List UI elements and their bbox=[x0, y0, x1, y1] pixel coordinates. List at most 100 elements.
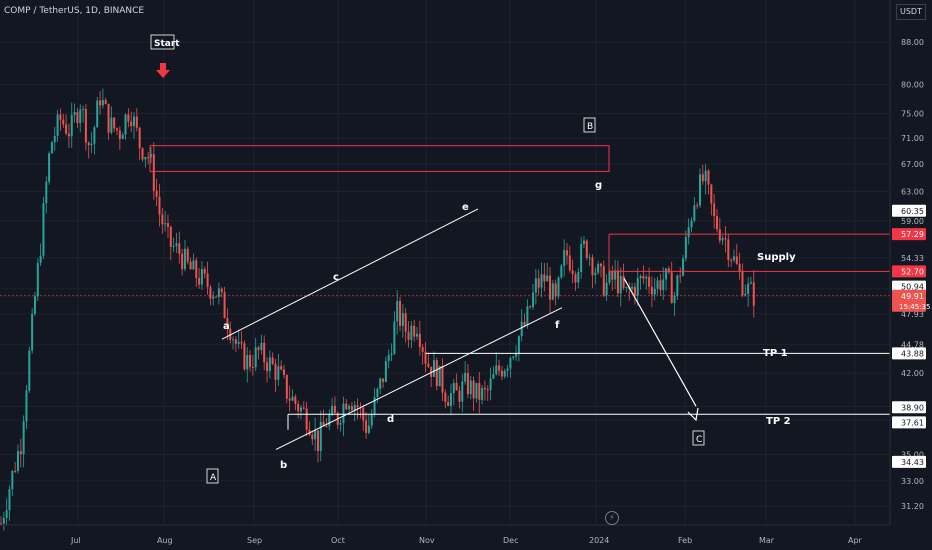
candle-body bbox=[186, 248, 189, 262]
wave-box-A bbox=[206, 468, 219, 484]
candle-body bbox=[718, 229, 721, 241]
candle-body bbox=[413, 325, 416, 337]
candle-body bbox=[667, 268, 670, 273]
candle-body bbox=[14, 470, 17, 472]
candle-body bbox=[492, 374, 495, 379]
candle-body bbox=[495, 365, 498, 375]
candle-body bbox=[169, 226, 172, 248]
resistance-zone bbox=[149, 145, 610, 172]
y-tick-label: 88.00 bbox=[901, 38, 924, 47]
tp2-label: TP 2 bbox=[766, 416, 791, 427]
candle-body bbox=[251, 367, 254, 369]
candle-body bbox=[396, 300, 399, 322]
x-tick-label: Nov bbox=[419, 536, 435, 545]
candle-body bbox=[410, 325, 413, 340]
candle-body bbox=[283, 369, 285, 376]
candle-body bbox=[155, 190, 158, 197]
candle-body bbox=[563, 250, 566, 266]
candle-body bbox=[614, 270, 617, 280]
currency-button[interactable]: USDT bbox=[896, 4, 926, 20]
candle-body bbox=[274, 363, 277, 380]
candle-body bbox=[568, 255, 571, 271]
candle-body bbox=[738, 263, 741, 272]
candle-body bbox=[602, 266, 605, 296]
candle-body bbox=[87, 142, 90, 146]
candle-body bbox=[232, 339, 235, 341]
candle-body bbox=[285, 375, 288, 399]
price-badge bbox=[892, 455, 926, 468]
candle-body bbox=[62, 119, 65, 125]
candle-body bbox=[636, 278, 639, 296]
candle-body bbox=[237, 341, 240, 344]
candle-body bbox=[33, 296, 36, 314]
price-badge bbox=[892, 280, 926, 293]
candle-body bbox=[130, 121, 133, 127]
candle-body bbox=[277, 366, 280, 380]
candle-body bbox=[84, 108, 87, 143]
price-badge-label: 34.43 bbox=[901, 458, 924, 467]
candle-body bbox=[693, 205, 696, 221]
x-tick-label: 2024 bbox=[589, 536, 609, 545]
candle-body bbox=[121, 134, 124, 140]
candle-body bbox=[195, 260, 198, 278]
channel-lower-line bbox=[275, 307, 563, 450]
candle-body bbox=[749, 282, 752, 284]
y-tick-label: 67.00 bbox=[901, 160, 924, 169]
candle-body bbox=[523, 321, 526, 326]
lightning-icon[interactable]: ⚡ bbox=[605, 511, 619, 525]
candle-body bbox=[101, 99, 104, 106]
candle-body bbox=[673, 295, 676, 304]
candle-body bbox=[234, 339, 237, 344]
candle-body bbox=[166, 223, 169, 227]
candle-body bbox=[203, 269, 206, 274]
candle-body bbox=[619, 275, 622, 294]
candle-body bbox=[99, 100, 102, 106]
candle-body bbox=[39, 255, 42, 263]
candle-body bbox=[342, 403, 345, 424]
candle-body bbox=[605, 282, 608, 296]
price-badge-label: 37.61 bbox=[901, 418, 924, 427]
candle-body bbox=[475, 382, 478, 399]
candle-body bbox=[297, 403, 300, 412]
candle-body bbox=[458, 390, 461, 402]
price-badge bbox=[892, 347, 926, 360]
x-tick-label: Feb bbox=[678, 536, 692, 545]
candle-body bbox=[633, 286, 636, 296]
candle-body bbox=[659, 280, 662, 291]
x-tick-label: Dec bbox=[503, 536, 518, 545]
price-badge bbox=[892, 204, 926, 217]
candle-body bbox=[288, 398, 291, 401]
candle-body bbox=[732, 256, 735, 261]
candle-body bbox=[730, 259, 733, 261]
candle-body bbox=[178, 243, 181, 254]
candle-body bbox=[591, 257, 594, 276]
candle-body bbox=[147, 157, 150, 159]
symbol-header[interactable]: COMP / TetherUS, 1D, BINANCE bbox=[4, 6, 145, 16]
candle-body bbox=[715, 216, 718, 230]
candle-body bbox=[373, 397, 376, 415]
candle-body bbox=[48, 153, 51, 182]
candle-body bbox=[5, 510, 8, 518]
wave-label-C: C bbox=[696, 435, 702, 445]
candle-body bbox=[503, 370, 506, 377]
tp1-label: TP 1 bbox=[763, 348, 788, 359]
candle-body bbox=[200, 269, 203, 285]
candle-body bbox=[435, 360, 438, 387]
wave-label-A: A bbox=[210, 473, 217, 483]
candle-body bbox=[580, 244, 583, 273]
candle-body bbox=[526, 306, 529, 326]
candle-body bbox=[25, 390, 28, 422]
candle-body bbox=[747, 283, 750, 294]
candle-body bbox=[682, 258, 685, 276]
candle-body bbox=[353, 405, 356, 411]
candle-body bbox=[8, 489, 11, 511]
candle-body bbox=[67, 133, 70, 137]
candle-body bbox=[489, 378, 492, 390]
candle-body bbox=[631, 286, 634, 290]
candle-body bbox=[144, 157, 147, 160]
candle-body bbox=[540, 274, 543, 288]
candle-body bbox=[554, 283, 557, 297]
candle-body bbox=[59, 114, 62, 120]
candle-body bbox=[243, 343, 246, 370]
